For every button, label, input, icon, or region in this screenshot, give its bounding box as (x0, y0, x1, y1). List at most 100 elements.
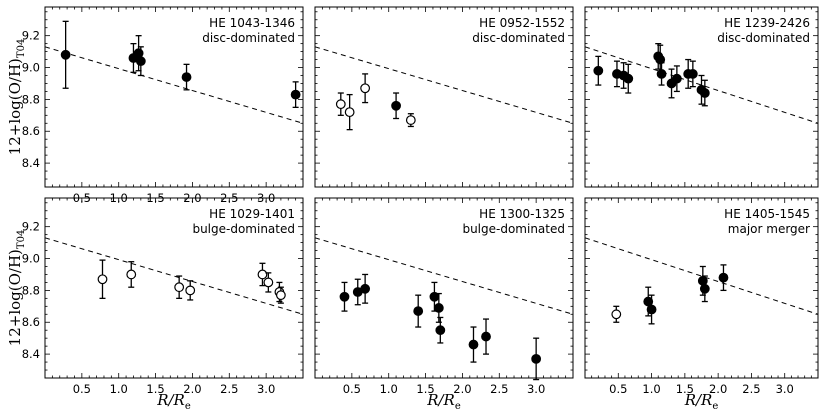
y-tick-label: 8.8 (22, 283, 40, 297)
panel-subtitle: bulge-dominated (462, 222, 565, 236)
y-tick-label: 9.0 (22, 252, 40, 266)
marker-open (611, 309, 622, 320)
marker-open (275, 290, 286, 301)
panel-title: HE 1029-1401 (209, 207, 295, 221)
data-point (275, 286, 286, 304)
panel-subtitle: major merger (728, 222, 810, 236)
data-point (718, 264, 729, 292)
panel-subtitle: bulge-dominated (192, 222, 295, 236)
data-point (344, 93, 355, 131)
data-point (593, 55, 604, 86)
data-point (60, 20, 71, 89)
marker-filled (135, 56, 146, 67)
x-tick-label: 1.5 (676, 382, 694, 396)
x-tick-label: 1.0 (380, 382, 398, 396)
y-tick-label: 9.2 (22, 220, 40, 234)
marker-open (335, 99, 346, 110)
panel-title: HE 1300-1325 (479, 207, 565, 221)
x-tick-label: 0.5 (343, 382, 361, 396)
data-point (360, 73, 371, 104)
data-point (611, 305, 622, 323)
marker-filled (699, 88, 710, 98)
marker-filled (413, 306, 424, 316)
x-tick-label: 3.0 (257, 382, 275, 396)
marker-filled (181, 72, 192, 82)
axes-frame (584, 6, 819, 188)
x-tick-label: 2.0 (183, 382, 201, 396)
panel-4: 0.5 1.0 1.5 2.0 2.5 3.0 8.4 8.6 8.8 9.0 9.2 HE 1029… (22, 197, 304, 396)
panel-subtitle: disc-dominated (717, 31, 810, 45)
x-axis-label: R/Re (426, 391, 461, 412)
trend-line (314, 237, 574, 315)
marker-filled (646, 304, 657, 315)
data-point (646, 294, 657, 325)
axes-frame (584, 197, 819, 379)
y-tick-label: 8.8 (22, 92, 40, 106)
marker-open (185, 285, 196, 296)
marker-open (174, 282, 185, 293)
y-axis-label: 12+log(O/H)T04 (6, 39, 27, 156)
marker-filled (391, 100, 401, 111)
y-tick-label: 9.2 (22, 29, 40, 43)
marker-open (360, 83, 371, 94)
marker-open (97, 274, 108, 285)
data-point (656, 62, 667, 86)
data-point (185, 280, 196, 301)
axes-frame (314, 197, 574, 379)
marker-filled (718, 272, 729, 283)
data-point (666, 68, 677, 99)
data-point (97, 259, 108, 300)
marker-open (126, 269, 137, 280)
marker-filled (655, 54, 666, 65)
data-point (391, 92, 401, 120)
data-point (435, 316, 446, 344)
y-axis-label: 12+log(O/H)T04 (6, 230, 27, 347)
x-tick-label: 2.5 (490, 382, 508, 396)
panel-title: HE 1239-2426 (724, 16, 810, 30)
marker-open (405, 115, 416, 125)
marker-filled (435, 325, 446, 336)
x-tick-label: 2.0 (453, 382, 471, 396)
marker-filled (593, 65, 604, 76)
x-axis-label: R/Re (684, 391, 719, 412)
trend-line (44, 46, 304, 124)
panel-title: HE 1405-1545 (724, 207, 810, 221)
y-tick-label: 8.4 (22, 156, 40, 170)
marker-filled (133, 48, 144, 59)
data-point (623, 63, 634, 94)
data-point (360, 273, 371, 304)
marker-filled (623, 73, 634, 84)
x-tick-label: 3.0 (527, 382, 545, 396)
panel-subtitle: disc-dominated (202, 31, 295, 45)
marker-open (344, 107, 355, 118)
marker-filled (531, 353, 542, 364)
marker-filled (60, 49, 71, 60)
data-point (468, 326, 479, 363)
data-point (671, 65, 682, 93)
marker-filled (656, 69, 667, 79)
data-point (290, 81, 301, 109)
tick-marks (45, 7, 303, 187)
marker-filled (671, 73, 682, 84)
trend-line (584, 46, 819, 124)
x-tick-label: 0.5 (73, 382, 91, 396)
panel-5: 0.5 1.0 1.5 2.0 2.5 3.0 HE 1300-1325bulge-domi… (314, 197, 574, 396)
marker-filled (339, 291, 350, 302)
marker-filled (697, 275, 708, 286)
data-point (135, 46, 146, 77)
data-point (263, 272, 274, 293)
tick-marks (585, 7, 818, 187)
data-point (481, 318, 491, 355)
x-tick-label: 2.5 (742, 382, 760, 396)
tick-marks (585, 198, 818, 378)
axes-frame (44, 197, 304, 379)
x-tick-label: 1.5 (146, 382, 164, 396)
data-point (339, 281, 350, 312)
marker-filled (468, 339, 479, 350)
data-point (699, 79, 710, 107)
axes-frame (314, 6, 574, 188)
marker-open (257, 269, 268, 280)
marker-filled (433, 303, 444, 313)
